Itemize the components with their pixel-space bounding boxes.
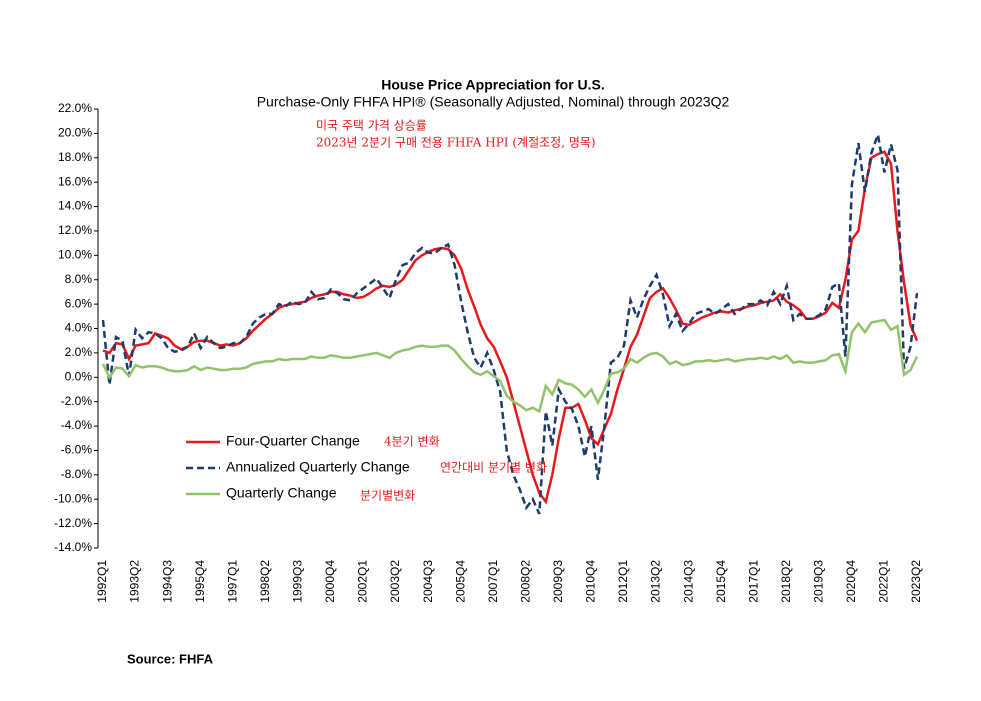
annotation: 4분기 변화 bbox=[384, 435, 440, 449]
legend-label: Quarterly Change bbox=[226, 485, 337, 501]
y-tick-label: 20.0% bbox=[58, 126, 92, 140]
y-tick-label: -10.0% bbox=[54, 491, 92, 505]
x-tick-label: 2017Q1 bbox=[746, 560, 760, 603]
y-tick-label: -2.0% bbox=[61, 394, 93, 408]
chart-subtitle: Purchase-Only FHFA HPI® (Seasonally Adju… bbox=[257, 94, 730, 110]
y-tick-label: 16.0% bbox=[58, 174, 92, 188]
series-line bbox=[101, 318, 919, 414]
y-tick-label: -14.0% bbox=[54, 540, 92, 554]
x-tick-label: 2009Q3 bbox=[551, 560, 565, 603]
legend-label: Four-Quarter Change bbox=[226, 433, 360, 449]
y-tick-label: -4.0% bbox=[61, 418, 93, 432]
x-tick-label: 2010Q4 bbox=[584, 560, 598, 603]
x-tick-label: 2014Q3 bbox=[681, 560, 695, 603]
x-tick-label: 2019Q3 bbox=[811, 560, 825, 603]
series-line bbox=[102, 150, 919, 505]
x-tick-label: 2002Q1 bbox=[356, 560, 370, 603]
x-tick-label: 1999Q3 bbox=[291, 560, 305, 603]
x-tick-label: 2007Q1 bbox=[486, 560, 500, 603]
x-tick-label: 2015Q4 bbox=[714, 560, 728, 603]
x-tick-label: 2005Q4 bbox=[453, 560, 467, 603]
y-tick-label: -6.0% bbox=[61, 443, 93, 457]
annotation: 2023년 2분기 구매 전용 FHFA HPI (계절조정, 명목) bbox=[316, 136, 596, 150]
x-tick-label: 1998Q2 bbox=[258, 560, 272, 603]
y-tick-label: 14.0% bbox=[58, 199, 92, 213]
x-tick-label: 2022Q1 bbox=[877, 560, 891, 603]
y-tick-label: 10.0% bbox=[58, 248, 92, 262]
chart-title: House Price Appreciation for U.S. bbox=[381, 77, 605, 93]
x-tick-label: 2000Q4 bbox=[323, 560, 337, 603]
x-tick-label: 2012Q1 bbox=[616, 560, 630, 603]
annotation: 미국 주택 가격 상승률 bbox=[316, 119, 427, 133]
series-line bbox=[101, 129, 919, 515]
y-tick-label: 8.0% bbox=[65, 272, 93, 286]
y-tick-label: 22.0% bbox=[58, 101, 92, 115]
x-tick-label: 1995Q4 bbox=[193, 560, 207, 603]
x-tick-label: 1993Q2 bbox=[128, 560, 142, 603]
x-tick-label: 2020Q4 bbox=[844, 560, 858, 603]
y-tick-label: 0.0% bbox=[65, 369, 93, 383]
x-tick-label: 2004Q3 bbox=[421, 560, 435, 603]
x-tick-label: 2013Q2 bbox=[649, 560, 663, 603]
y-tick-label: 6.0% bbox=[65, 296, 93, 310]
y-tick-label: 4.0% bbox=[65, 321, 93, 335]
y-tick-label: -12.0% bbox=[54, 516, 92, 530]
source: Source: FHFA bbox=[127, 651, 214, 666]
x-tick-label: 2023Q2 bbox=[909, 560, 923, 603]
x-tick-label: 2018Q2 bbox=[779, 560, 793, 603]
y-tick-label: 12.0% bbox=[58, 223, 92, 237]
y-tick-label: -8.0% bbox=[61, 467, 93, 481]
annotation: 분기별변화 bbox=[360, 489, 415, 503]
legend-label: Annualized Quarterly Change bbox=[226, 459, 410, 475]
x-tick-label: 1992Q1 bbox=[95, 560, 109, 603]
x-tick-label: 1994Q3 bbox=[160, 560, 174, 603]
y-tick-label: 18.0% bbox=[58, 150, 92, 164]
x-tick-label: 2008Q2 bbox=[518, 560, 532, 603]
x-tick-label: 2003Q2 bbox=[388, 560, 402, 603]
annotation: 연간대비 분기별 변화 bbox=[440, 461, 547, 475]
y-tick-label: 2.0% bbox=[65, 345, 93, 359]
x-tick-label: 1997Q1 bbox=[225, 560, 239, 603]
